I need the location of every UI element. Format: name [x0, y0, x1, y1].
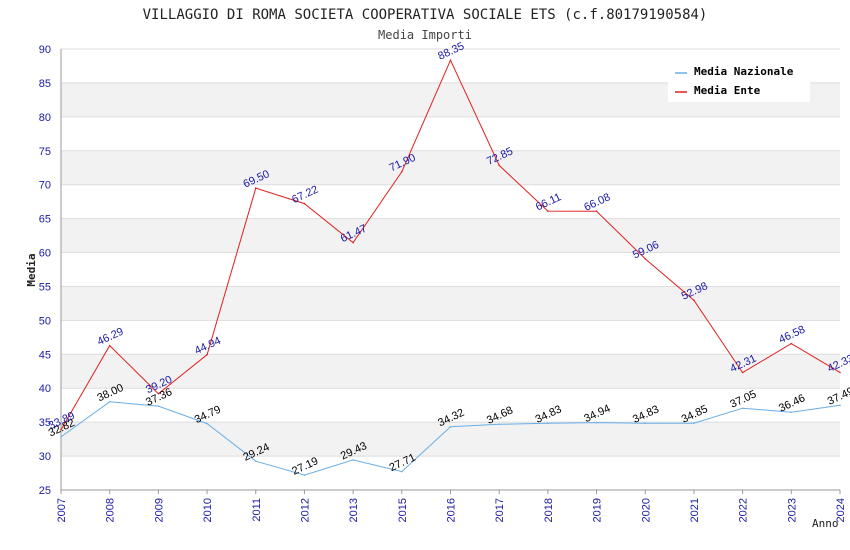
- y-tick-label: 70: [39, 180, 51, 192]
- data-label: 37.05: [728, 388, 758, 411]
- y-tick-label: 85: [39, 78, 51, 90]
- data-point: [693, 299, 695, 301]
- legend-label-media-ente: Media Ente: [694, 84, 761, 97]
- y-tick-label: 25: [39, 485, 51, 497]
- data-point: [401, 171, 403, 173]
- y-tick-label: 30: [39, 451, 51, 463]
- x-tick-label: 2013: [348, 498, 360, 522]
- data-label: 46.29: [95, 326, 125, 349]
- y-axis-label: Media: [25, 253, 38, 286]
- data-point: [498, 164, 500, 167]
- y-tick-label: 80: [39, 112, 51, 124]
- data-point: [108, 344, 111, 347]
- data-point: [644, 258, 647, 260]
- data-point: [352, 241, 354, 244]
- data-point: [547, 422, 549, 425]
- y-tick-label: 40: [39, 383, 51, 395]
- x-tick-label: 2017: [494, 498, 506, 522]
- data-label: 66.11: [534, 191, 563, 213]
- legend-box: [668, 60, 810, 102]
- y-tick-label: 45: [39, 349, 51, 361]
- x-tick-label: 2009: [153, 498, 165, 522]
- grid-lines: [61, 48, 840, 491]
- data-point: [595, 210, 598, 213]
- grid-band: [61, 354, 840, 389]
- y-tick-label: 35: [39, 417, 51, 429]
- x-tick-label: 2024: [835, 498, 847, 522]
- data-point: [254, 187, 257, 189]
- chart-subtitle: Media Importi: [378, 28, 472, 42]
- y-tick-label: 60: [39, 248, 51, 260]
- x-tick-label: 2018: [543, 498, 555, 522]
- x-tick-label: 2020: [640, 498, 652, 522]
- data-point: [790, 342, 793, 345]
- y-axis-ticks: 25 30 35 40 45 50 55 60 65 70 75 80 85 90: [39, 44, 51, 497]
- grid-band: [61, 422, 840, 457]
- x-tick-label: 2015: [397, 498, 409, 522]
- data-label: 46.58: [777, 324, 807, 347]
- grid-band: [61, 218, 840, 253]
- data-point: [157, 405, 160, 407]
- data-point: [254, 460, 257, 463]
- data-label: 27.19: [290, 455, 320, 478]
- grid-bands: [61, 82, 840, 457]
- data-point: [839, 371, 841, 374]
- data-point: [644, 422, 647, 425]
- legend-label-media-nazionale: Media Nazionale: [694, 65, 794, 78]
- data-point: [60, 428, 62, 431]
- data-point: [352, 459, 354, 461]
- x-tick-label: 2010: [202, 498, 214, 522]
- chart-title: VILLAGGIO DI ROMA SOCIETA COOPERATIVA SO…: [143, 7, 708, 23]
- series-layer: [60, 58, 841, 476]
- data-point: [595, 421, 598, 424]
- x-tick-label: 2021: [689, 498, 701, 522]
- data-label: 88.35: [436, 40, 466, 63]
- data-point: [790, 411, 793, 414]
- data-point: [157, 392, 160, 395]
- legend: Media Nazionale Media Ente: [668, 60, 810, 102]
- y-tick-label: 90: [39, 44, 51, 56]
- x-tick-label: 2008: [105, 498, 117, 522]
- grid-band: [61, 150, 840, 185]
- data-label: 67.22: [290, 184, 320, 207]
- data-point: [206, 422, 208, 425]
- data-point: [741, 371, 744, 374]
- x-axis-label: Anno: [812, 517, 839, 530]
- x-axis-ticks: 2007 2008 2009 2010 2011 2012 2013 2015 2016 2017…: [56, 490, 847, 522]
- axes: [60, 49, 840, 491]
- data-point: [498, 423, 500, 426]
- x-tick-label: 2022: [738, 498, 750, 522]
- data-point: [60, 436, 62, 438]
- data-label: 66.08: [582, 191, 612, 214]
- y-tick-label: 55: [39, 281, 51, 293]
- x-tick-label: 2023: [786, 498, 798, 522]
- y-tick-label: 65: [39, 214, 51, 226]
- y-tick-label: 50: [39, 315, 51, 327]
- data-label: 36.46: [777, 392, 807, 415]
- data-point: [839, 404, 841, 407]
- x-tick-label: 2016: [446, 498, 458, 522]
- x-tick-label: 2012: [299, 498, 311, 522]
- x-tick-label: 2007: [56, 498, 68, 522]
- data-point: [449, 59, 452, 61]
- data-point: [108, 401, 111, 403]
- data-point: [401, 470, 403, 473]
- y-tick-label: 75: [39, 146, 51, 158]
- grid-band: [61, 286, 840, 321]
- data-point: [547, 210, 549, 212]
- data-point: [303, 202, 306, 205]
- data-point: [741, 407, 744, 410]
- data-point: [206, 353, 208, 356]
- data-point: [449, 425, 452, 428]
- x-tick-label: 2011: [251, 498, 263, 522]
- x-tick-label: 2019: [592, 498, 604, 522]
- data-point: [693, 422, 695, 424]
- data-point: [303, 474, 306, 476]
